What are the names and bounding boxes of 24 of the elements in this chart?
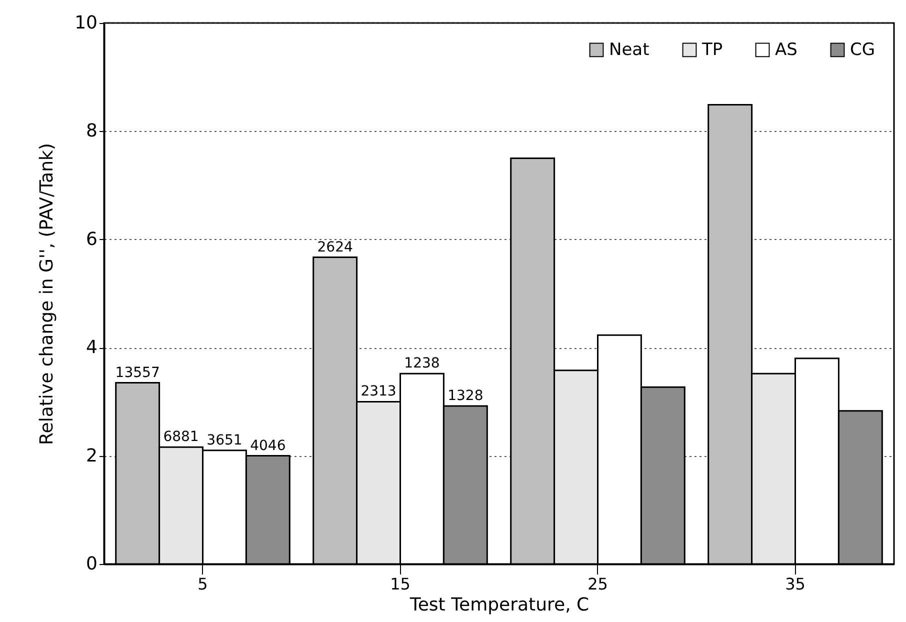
y-tick-label: 0 [86,554,98,574]
x-tick-label: 15 [390,574,410,594]
y-axis-title: Relative change in G'', (PAV/Tank) [36,143,58,445]
legend-label: CG [850,40,876,60]
annotation: 6881 [163,429,199,446]
x-tick-label: 35 [785,574,806,594]
annotation: 1238 [404,356,440,372]
annotation: 1328 [448,388,484,404]
legend-label: TP [701,40,723,60]
y-tick-label: 4 [86,337,98,358]
annotation: 13557 [115,364,160,381]
legend-label: AS [775,40,798,60]
legend-label: Neat [609,40,650,60]
x-tick-label: 25 [588,574,608,594]
y-tick-label: 8 [86,120,98,142]
y-tick-label: 2 [86,445,98,466]
annotation: 3651 [206,432,242,448]
y-tick-label: 10 [74,12,98,34]
x-axis-title: Test Temperature, C [408,594,590,616]
annotation: 2624 [317,239,353,256]
annotation: 4046 [250,438,286,454]
annotation: 2313 [360,384,396,400]
y-tick-label: 6 [86,228,98,250]
x-tick-label: 5 [198,574,208,594]
